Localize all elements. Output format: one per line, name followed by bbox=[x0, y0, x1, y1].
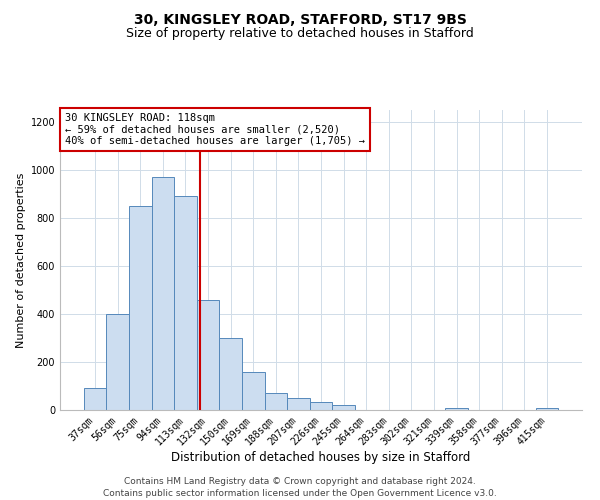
Text: 30 KINGSLEY ROAD: 118sqm
← 59% of detached houses are smaller (2,520)
40% of sem: 30 KINGSLEY ROAD: 118sqm ← 59% of detach… bbox=[65, 113, 365, 146]
Bar bbox=[129, 206, 152, 410]
X-axis label: Distribution of detached houses by size in Stafford: Distribution of detached houses by size … bbox=[172, 451, 470, 464]
Bar bbox=[220, 338, 242, 410]
Bar bbox=[332, 405, 355, 410]
Bar bbox=[310, 402, 332, 410]
Bar bbox=[84, 388, 106, 410]
Bar bbox=[287, 398, 310, 410]
Text: 30, KINGSLEY ROAD, STAFFORD, ST17 9BS: 30, KINGSLEY ROAD, STAFFORD, ST17 9BS bbox=[134, 12, 466, 26]
Bar bbox=[445, 408, 468, 410]
Bar bbox=[197, 300, 220, 410]
Y-axis label: Number of detached properties: Number of detached properties bbox=[16, 172, 26, 348]
Bar bbox=[536, 408, 558, 410]
Bar bbox=[106, 314, 129, 410]
Bar bbox=[242, 372, 265, 410]
Text: Size of property relative to detached houses in Stafford: Size of property relative to detached ho… bbox=[126, 28, 474, 40]
Bar bbox=[152, 177, 174, 410]
Bar bbox=[174, 196, 197, 410]
Text: Contains HM Land Registry data © Crown copyright and database right 2024.
Contai: Contains HM Land Registry data © Crown c… bbox=[103, 476, 497, 498]
Bar bbox=[265, 393, 287, 410]
